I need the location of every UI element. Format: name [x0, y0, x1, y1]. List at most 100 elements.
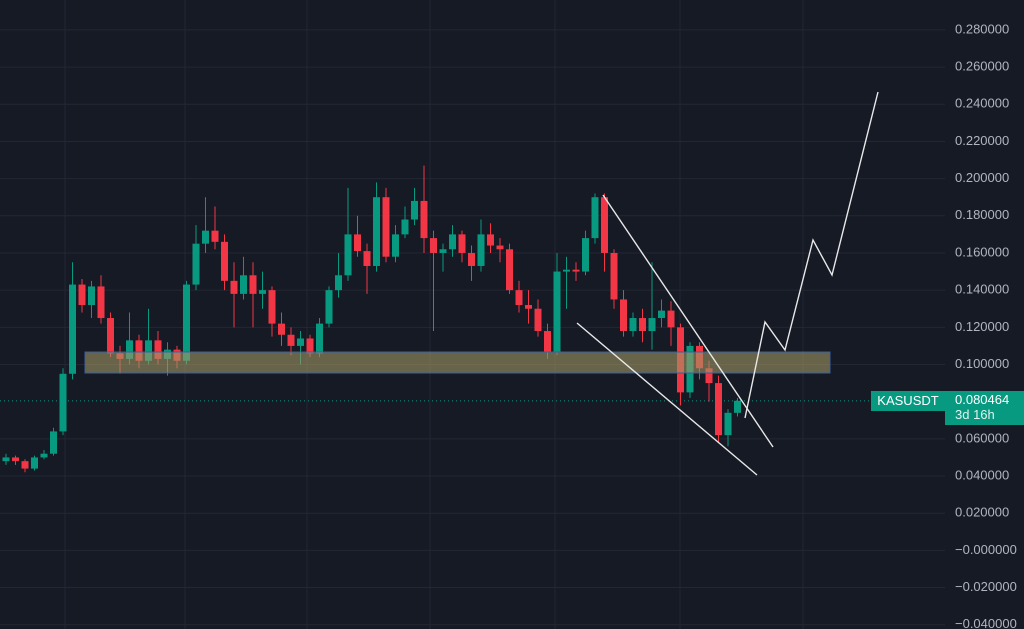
candle-body: [515, 290, 523, 306]
candle-body: [648, 318, 656, 332]
drawings: [576, 91, 879, 476]
wedge-line: [576, 322, 758, 476]
candle-body: [249, 275, 257, 294]
candle-body: [553, 271, 561, 352]
candle-body: [354, 234, 361, 252]
candle-body: [12, 457, 19, 462]
candle-body: [325, 290, 333, 324]
candle-body: [259, 290, 266, 294]
candle-body: [192, 243, 200, 285]
y-tick-label: 0.020000: [955, 505, 1009, 520]
y-tick-label: 0.200000: [955, 170, 1009, 185]
projection-path: [744, 91, 879, 419]
y-tick-label: 0.140000: [955, 282, 1009, 297]
y-tick-label: 0.040000: [955, 467, 1009, 482]
y-tick-label: 0.100000: [955, 356, 1009, 371]
candle-body: [363, 251, 371, 266]
candle-body: [230, 280, 238, 294]
candle-body: [392, 234, 399, 257]
candle-body: [468, 252, 475, 266]
candle-body: [382, 197, 390, 257]
candle-body: [582, 238, 589, 272]
candle-body: [734, 400, 741, 413]
candle-body: [69, 284, 76, 374]
candle-body: [78, 284, 86, 306]
candle-body: [268, 290, 276, 324]
candle-body: [344, 234, 352, 276]
candle-body: [715, 383, 722, 436]
y-tick-label: 0.060000: [955, 430, 1009, 445]
candle-body: [430, 238, 437, 253]
candle-body: [534, 308, 542, 332]
candle-body: [297, 338, 304, 346]
candle-body: [21, 461, 29, 469]
candle-body: [154, 340, 162, 359]
candle-body: [2, 457, 10, 462]
y-tick-label: 0.240000: [955, 96, 1009, 111]
y-tick-label: 0.120000: [955, 319, 1009, 334]
candle-body: [107, 318, 114, 354]
candle-body: [487, 234, 494, 246]
candle-body: [97, 286, 105, 319]
candle-body: [639, 318, 646, 332]
candle-body: [411, 200, 418, 220]
candle-body: [211, 230, 219, 242]
candle-body: [278, 323, 285, 335]
candle-body: [420, 200, 428, 239]
candle-body: [306, 338, 314, 354]
candle-body: [506, 249, 513, 291]
candle-body: [40, 453, 48, 458]
candle-body: [59, 373, 67, 432]
candle-body: [439, 249, 447, 253]
candle-body: [601, 197, 608, 253]
y-tick-label: 0.160000: [955, 244, 1009, 259]
countdown-label: 3d 16h: [955, 407, 995, 422]
candle-body: [401, 219, 409, 235]
candle-body: [563, 269, 570, 272]
candle-body: [572, 269, 580, 272]
candle-body: [335, 275, 342, 291]
candle-body: [458, 234, 466, 253]
candle-body: [50, 431, 57, 454]
candle-body: [724, 412, 732, 436]
candle-body: [183, 284, 190, 361]
candle-body: [591, 197, 599, 239]
candle-body: [620, 299, 627, 332]
axis-background: [945, 0, 1024, 629]
candle-body: [658, 310, 665, 319]
support-zone: [84, 351, 831, 374]
candle-body: [145, 340, 152, 361]
candle-body: [135, 340, 143, 361]
symbol-tag: [871, 391, 945, 411]
candle-body: [221, 241, 228, 281]
y-tick-label: 0.260000: [955, 59, 1009, 74]
candle-body: [126, 340, 133, 359]
candle-body: [202, 230, 209, 244]
price-axis: 0.280000 0.260000 0.240000 0.220000 0.200000…: [945, 0, 1024, 629]
candle-body: [373, 197, 380, 266]
last-price-label: 0.080464: [955, 392, 1009, 407]
y-tick-label: −0.000000: [955, 542, 1017, 557]
candle-body: [496, 245, 504, 250]
y-tick-label: −0.020000: [955, 579, 1017, 594]
y-tick-label: 0.180000: [955, 207, 1009, 222]
candle-body: [525, 305, 532, 309]
y-tick-label: −0.040000: [955, 616, 1017, 629]
candle-body: [544, 331, 551, 352]
candle-body: [88, 286, 95, 306]
candle-body: [705, 368, 713, 384]
wedge-line: [602, 194, 774, 448]
candle-body: [316, 323, 323, 354]
candle-body: [477, 234, 485, 266]
symbol-label: KASUSDT: [877, 393, 938, 408]
candle-body: [667, 310, 675, 328]
candle-body: [629, 318, 637, 332]
price-tag: [945, 391, 1024, 425]
candle-body: [449, 234, 456, 250]
y-tick-label: 0.220000: [955, 133, 1009, 148]
candle-body: [287, 334, 295, 346]
y-tick-label: 0.280000: [955, 21, 1009, 36]
candle-body: [610, 252, 618, 300]
